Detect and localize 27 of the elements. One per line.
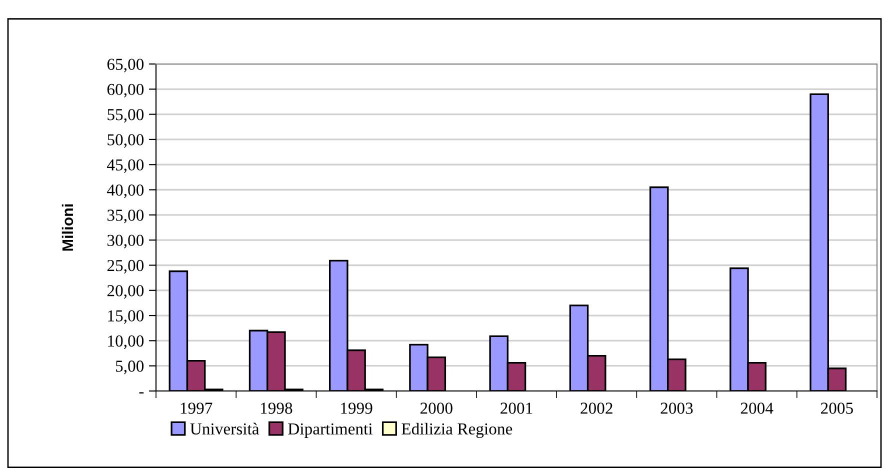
x-tick-label: 1997 (180, 402, 212, 414)
x-tick-label: 2005 (821, 402, 853, 414)
y-tick-label: 10,00 (108, 335, 144, 350)
y-tick-label: 60,00 (107, 84, 144, 98)
x-tick-label: 1998 (260, 402, 292, 414)
y-tick-label: 30,00 (107, 234, 144, 248)
y-tick-label: 5,00 (116, 360, 144, 374)
y-tick-label: 40,00 (107, 184, 144, 198)
legend-label: Università (190, 422, 260, 435)
x-tick-label: 2000 (420, 402, 452, 414)
y-tick-label: 15,00 (108, 310, 144, 324)
y-tick-label: 55,00 (108, 109, 144, 123)
x-tick-label: 1999 (341, 402, 372, 414)
y-tick-label: - (139, 392, 144, 394)
x-tick-label: 2004 (740, 402, 774, 414)
legend-label: Dipartimenti (288, 423, 372, 438)
y-tick-label: 35,00 (107, 210, 144, 224)
legend-label: Edilizia Regione (402, 422, 512, 438)
y-axis-title: Milioni (62, 204, 74, 251)
y-tick-label: 20,00 (107, 285, 144, 299)
x-tick-label: 2002 (580, 402, 612, 414)
y-tick-label: 50,00 (108, 134, 144, 148)
x-tick-label: 2001 (500, 402, 532, 414)
y-tick-label: 45,00 (107, 159, 144, 173)
y-tick-label: 25,00 (107, 260, 144, 274)
y-tick-label: 65,00 (107, 58, 144, 72)
x-tick-label: 2003 (660, 402, 693, 414)
